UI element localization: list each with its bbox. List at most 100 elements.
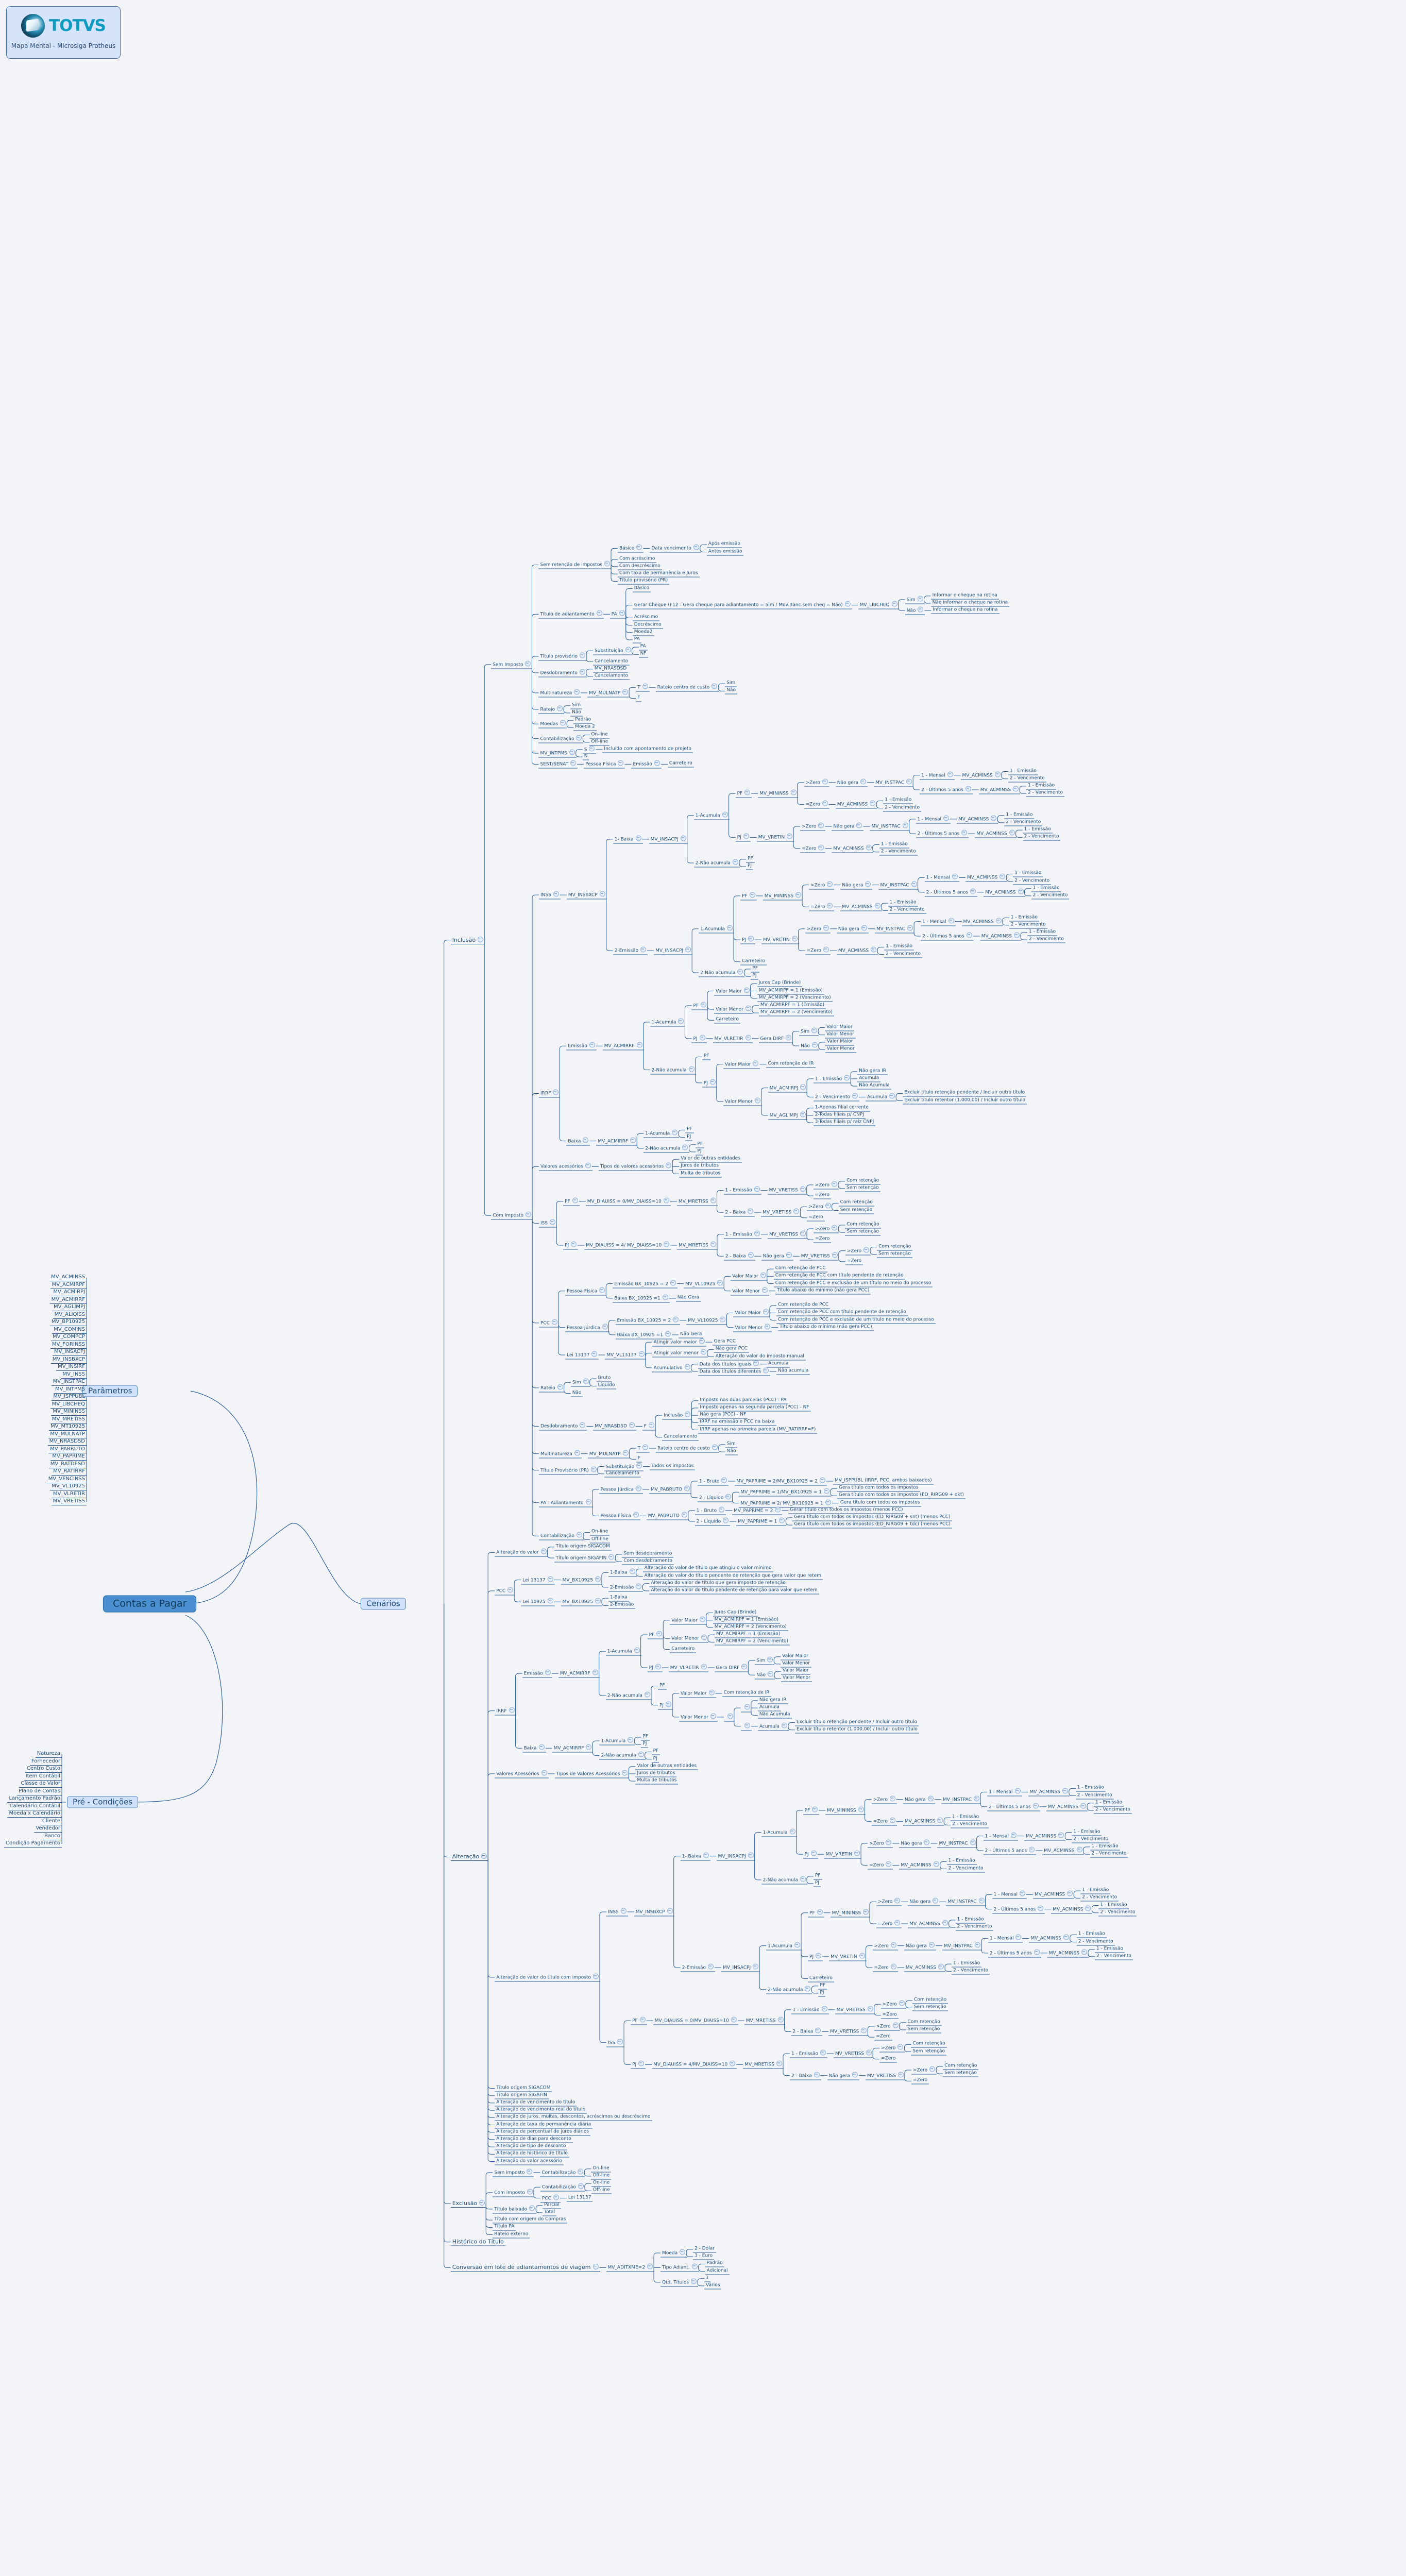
map-node[interactable]: Não Acumula (757, 1712, 792, 1719)
map-node[interactable]: PF (803, 1806, 820, 1815)
collapse-toggle-icon[interactable] (933, 1861, 939, 1867)
map-node[interactable]: PJ (813, 1880, 821, 1887)
map-node[interactable]: Não gera (PCC) - NF (698, 1412, 748, 1419)
collapse-toggle-icon[interactable] (527, 2189, 533, 2195)
collapse-toggle-icon[interactable] (744, 1722, 750, 1728)
map-node[interactable]: 2 - Vencimento (884, 951, 923, 958)
collapse-toggle-icon[interactable] (1013, 786, 1019, 792)
collapse-toggle-icon[interactable] (557, 705, 563, 711)
map-node[interactable]: MV_INSTPAC (878, 880, 919, 890)
map-node[interactable]: 2 - Vencimento (1076, 1939, 1115, 1946)
map-node[interactable]: 2 - Baixa (789, 2071, 821, 2080)
collapse-toggle-icon[interactable] (844, 1075, 850, 1081)
map-node[interactable]: 2 - Vencimento (1009, 922, 1047, 929)
collapse-toggle-icon[interactable] (595, 1598, 601, 1604)
collapse-toggle-icon[interactable] (578, 2183, 584, 2189)
collapse-toggle-icon[interactable] (818, 822, 824, 828)
parametro-item[interactable]: MV_ACMIRPJ (52, 1289, 87, 1296)
collapse-toggle-icon[interactable] (1014, 932, 1020, 938)
map-node[interactable]: 2-Todas filiais p/ CNPJ (813, 1112, 866, 1119)
map-node[interactable]: MV_VRETISS (835, 2005, 875, 2014)
map-node[interactable]: 1 - Emissão (1013, 871, 1043, 877)
map-node[interactable]: MV_ACMINSS (1024, 1832, 1066, 1841)
collapse-toggle-icon[interactable] (861, 2027, 867, 2033)
map-node[interactable]: 2-Não acumula (761, 1875, 807, 1885)
map-node[interactable]: 1 - Emissão (1031, 885, 1061, 892)
map-node[interactable]: Valor Menor (825, 1046, 856, 1053)
collapse-toggle-icon[interactable] (585, 1162, 591, 1168)
map-node[interactable]: Alteração do valor de título que atingiu… (642, 1566, 773, 1572)
collapse-toggle-icon[interactable] (844, 601, 851, 607)
map-node[interactable]: Tipos de valores acessórios (598, 1162, 673, 1171)
map-node[interactable]: 2 - Vencimento (1072, 1836, 1110, 1843)
map-node[interactable]: =Zero (880, 2012, 899, 2019)
map-node[interactable]: Não gera (832, 822, 864, 831)
map-node[interactable]: Alteração de valor do título com imposto (495, 1973, 600, 1982)
parametro-item[interactable]: MV_INSTPAC (51, 1379, 87, 1386)
parametro-item[interactable]: MV_RATDESD (48, 1461, 87, 1468)
map-node[interactable]: PCC (539, 1318, 560, 1328)
collapse-toggle-icon[interactable] (924, 1839, 930, 1845)
map-node[interactable]: Não gera (840, 880, 873, 890)
map-node[interactable]: 3-Todas filiais p/ raiz CNPJ (813, 1120, 876, 1126)
map-node[interactable]: MV_ACMINSS (1046, 1802, 1088, 1811)
map-node[interactable]: Gera título com todos os impostos (ED_RI… (837, 1493, 965, 1499)
collapse-toggle-icon[interactable] (753, 1963, 759, 1970)
map-node[interactable]: MV_MULNATP (587, 1449, 630, 1459)
map-node[interactable]: Com descréscimo (618, 563, 662, 570)
map-node[interactable]: Alteração de dias para desconto (495, 2136, 573, 2143)
map-node[interactable]: MV_BX10925 (561, 1598, 602, 1606)
collapse-toggle-icon[interactable] (560, 720, 566, 726)
map-node[interactable]: Padrão (705, 2261, 724, 2267)
map-node[interactable]: 2 - Vencimento (1027, 937, 1065, 943)
map-node[interactable]: Contabilização (538, 734, 584, 743)
map-node[interactable]: PA - Adiantamento (539, 1498, 593, 1507)
map-node[interactable]: 1 - Emissão (1004, 812, 1035, 819)
map-node[interactable]: MV_INSTPAC (874, 924, 915, 934)
collapse-toggle-icon[interactable] (617, 2039, 623, 2045)
collapse-toggle-icon[interactable] (525, 660, 531, 667)
map-node[interactable]: MV_ACMINSS (1029, 1934, 1071, 1943)
map-node[interactable]: Com retenção de PCC com título pendente … (773, 1273, 905, 1280)
collapse-toggle-icon[interactable] (810, 1850, 817, 1856)
map-node[interactable]: PCC (495, 1586, 515, 1596)
map-node[interactable]: 2 - Últimos 5 anos (983, 1846, 1037, 1855)
map-node[interactable]: Contabilização (540, 2168, 585, 2177)
collapse-toggle-icon[interactable] (737, 969, 743, 975)
map-node[interactable]: 2-Emissão (680, 1963, 716, 1972)
collapse-toggle-icon[interactable] (749, 892, 755, 898)
collapse-toggle-icon[interactable] (937, 1817, 943, 1823)
collapse-toggle-icon[interactable] (642, 683, 648, 689)
collapse-toggle-icon[interactable] (633, 1512, 639, 1518)
collapse-toggle-icon[interactable] (907, 925, 913, 931)
map-node[interactable]: 2-Não acumula (605, 1691, 652, 1700)
parametro-item[interactable]: MV_INSACPJ (52, 1349, 87, 1356)
collapse-toggle-icon[interactable] (991, 815, 997, 821)
map-node[interactable]: Valor de outras entidades (679, 1156, 742, 1163)
parametro-item[interactable]: MV_VLRETIR (51, 1491, 87, 1498)
map-node[interactable]: Título origem SIGACOM (554, 1544, 612, 1551)
map-node[interactable]: PF (818, 1982, 827, 1990)
collapse-toggle-icon[interactable] (793, 1208, 800, 1214)
collapse-toggle-icon[interactable] (800, 1186, 806, 1192)
map-node[interactable]: Valores acessórios (539, 1162, 592, 1171)
map-node[interactable]: =Zero (813, 1193, 831, 1199)
map-node[interactable]: On-line (591, 2165, 611, 2173)
collapse-toggle-icon[interactable] (662, 1294, 668, 1300)
map-node[interactable]: PJ (651, 1756, 659, 1763)
map-node[interactable]: Data dos títulos diferentes (698, 1367, 771, 1376)
map-node[interactable]: =Zero (874, 2034, 892, 2041)
map-node[interactable]: Valor Maior (714, 987, 751, 996)
collapse-toggle-icon[interactable] (952, 873, 958, 879)
map-node[interactable]: 1-Acumula (650, 1018, 686, 1027)
map-node[interactable]: Com retenção (943, 2063, 979, 2070)
collapse-toggle-icon[interactable] (831, 1181, 837, 1187)
pre-condicao-item[interactable]: Lançamento Padrão (7, 1795, 62, 1803)
collapse-toggle-icon[interactable] (629, 1422, 635, 1428)
map-node[interactable]: Substituição (604, 1462, 644, 1471)
map-node[interactable]: MV_PAPRIME = 2/MV_BX10925 = 2 (735, 1477, 827, 1486)
collapse-toggle-icon[interactable] (636, 1583, 642, 1589)
collapse-toggle-icon[interactable] (994, 771, 1001, 777)
map-node[interactable]: Acumula (757, 1722, 789, 1731)
collapse-toggle-icon[interactable] (891, 601, 897, 607)
